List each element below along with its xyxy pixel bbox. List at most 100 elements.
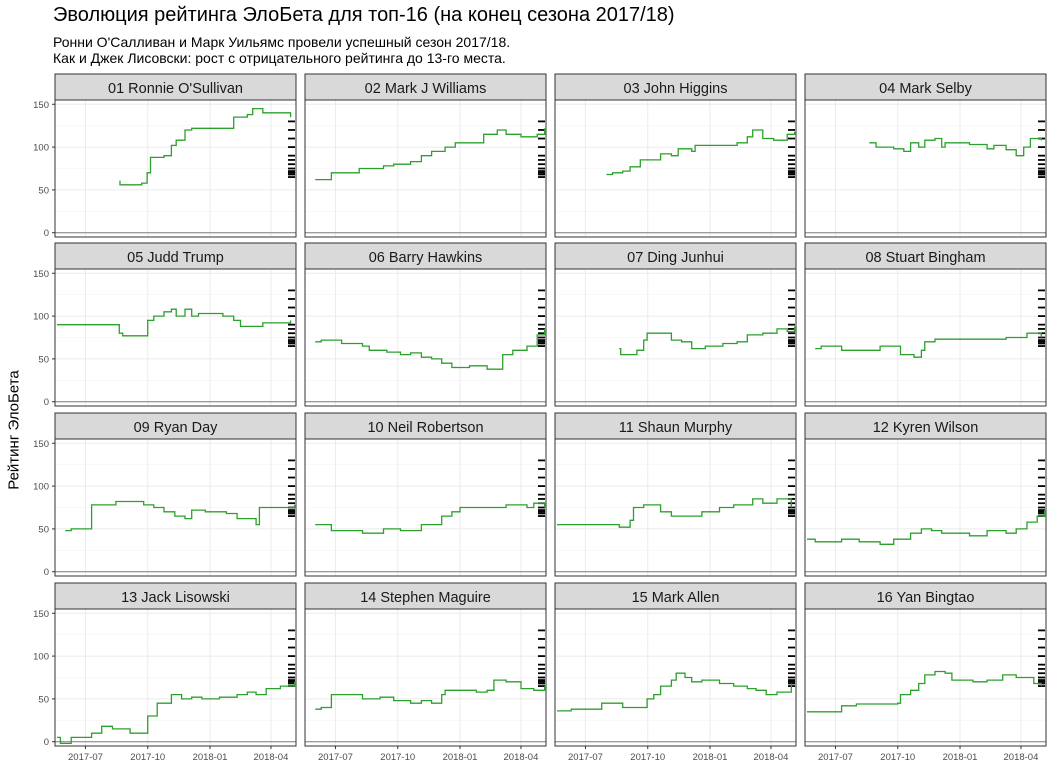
- chart-subtitle: Ронни О'Салливан и Марк Уильямс провели …: [53, 34, 510, 66]
- facet-strip-label: 03 John Higgins: [624, 81, 728, 97]
- facet-panel: 15 Mark Allen 2017-07 2017-10 2018-01 2018-0…: [554, 582, 797, 763]
- x-tick-label: 2018-01: [443, 752, 478, 763]
- y-tick-label: 0: [44, 737, 49, 748]
- panel-border: [54, 99, 297, 238]
- facet-panel: 04 Mark Selby: [804, 73, 1047, 238]
- series-line: [315, 128, 546, 181]
- panel-border: [554, 608, 797, 747]
- panel-border: [554, 99, 797, 238]
- facet-strip: [304, 412, 547, 440]
- facet-panel: 12 Kyren Wilson: [804, 412, 1047, 577]
- facet-panel: 09 Ryan Day 0 50 100 150: [33, 412, 297, 578]
- facet-strip: [804, 242, 1047, 270]
- subtitle-line-1: Ронни О'Салливан и Марк Уильямс провели …: [53, 34, 511, 50]
- panel-border: [804, 438, 1047, 577]
- facet-strip-label: 05 Judd Trump: [127, 250, 224, 266]
- panel-border: [804, 268, 1047, 407]
- facet-panel: 01 Ronnie O'Sullivan 0 50 100 150: [33, 73, 297, 239]
- x-tick-label: 2018-04: [1004, 752, 1039, 763]
- x-tick-label: 2018-01: [193, 752, 228, 763]
- panel-border: [804, 99, 1047, 238]
- series-line: [619, 326, 796, 356]
- series-line: [807, 510, 1046, 545]
- series-line: [57, 681, 296, 745]
- facet-strip-label: 04 Mark Selby: [879, 81, 972, 97]
- y-tick-label: 100: [33, 143, 49, 154]
- y-tick-label: 150: [33, 100, 49, 111]
- facet-strip-label: 14 Stephen Maguire: [360, 590, 491, 606]
- facet-panel: 02 Mark J Williams: [304, 73, 547, 238]
- facet-strip: [54, 412, 297, 440]
- subtitle-line-2: Как и Джек Лисовски: рост с отрицательно…: [53, 50, 506, 66]
- series-line: [606, 129, 796, 176]
- facet-strip: [804, 412, 1047, 440]
- panel-border: [554, 438, 797, 577]
- facet-panel: 13 Jack Lisowski 0 50 100 150 2017-07 2017-10 2…: [33, 582, 297, 763]
- panel-border: [54, 438, 297, 577]
- facet-strip-label: 09 Ryan Day: [134, 420, 219, 436]
- y-tick-label: 50: [38, 524, 49, 535]
- facet-strip-label: 02 Mark J Williams: [365, 81, 487, 97]
- y-tick-label: 0: [44, 567, 49, 578]
- y-tick-label: 150: [33, 269, 49, 280]
- x-tick-label: 2017-10: [630, 752, 665, 763]
- series-line: [557, 498, 792, 528]
- facet-strip-label: 15 Mark Allen: [632, 590, 720, 606]
- facet-strip-label: 07 Ding Junhui: [627, 250, 724, 266]
- panel-border: [304, 99, 547, 238]
- panel-border: [54, 608, 297, 747]
- facet-strip-label: 12 Kyren Wilson: [873, 420, 979, 436]
- y-tick-label: 100: [33, 312, 49, 323]
- facet-panel: 08 Stuart Bingham: [804, 242, 1047, 407]
- series-line: [57, 308, 292, 337]
- y-tick-label: 150: [33, 609, 49, 620]
- panel-border: [304, 268, 547, 407]
- x-tick-label: 2017-10: [380, 752, 415, 763]
- series-line: [807, 670, 1042, 713]
- facet-strip: [804, 73, 1047, 101]
- series-line: [869, 137, 1042, 157]
- y-tick-label: 100: [33, 652, 49, 663]
- facet-panel: 11 Shaun Murphy: [554, 412, 797, 577]
- facet-strip-label: 06 Barry Hawkins: [369, 250, 483, 266]
- y-tick-label: 100: [33, 482, 49, 493]
- facet-strip-label: 08 Stuart Bingham: [865, 250, 985, 266]
- y-tick-label: 150: [33, 439, 49, 450]
- x-tick-label: 2018-04: [754, 752, 789, 763]
- x-tick-label: 2018-04: [504, 752, 539, 763]
- chart-title: Эволюция рейтинга ЭлоБета для топ-16 (на…: [53, 4, 675, 26]
- x-tick-label: 2018-04: [254, 752, 289, 763]
- x-tick-label: 2017-07: [68, 752, 103, 763]
- x-tick-label: 2017-07: [818, 752, 853, 763]
- series-line: [119, 107, 292, 186]
- series-line: [315, 679, 546, 710]
- y-tick-label: 50: [38, 694, 49, 705]
- panel-border: [804, 608, 1047, 747]
- facet-strip: [554, 412, 797, 440]
- x-tick-label: 2017-07: [318, 752, 353, 763]
- facet-panel: 06 Barry Hawkins: [304, 242, 547, 407]
- series-line: [815, 332, 1042, 358]
- facet-strip: [554, 582, 797, 610]
- facet-strip-label: 10 Neil Robertson: [367, 420, 483, 436]
- x-tick-label: 2018-01: [943, 752, 978, 763]
- facet-panel: 10 Neil Robertson: [304, 412, 547, 577]
- facet-strip: [304, 582, 547, 610]
- facet-panel: 16 Yan Bingtao 2017-07 2017-10 2018-01 2018-…: [804, 582, 1047, 763]
- x-tick-label: 2018-01: [693, 752, 728, 763]
- panel-border: [554, 268, 797, 407]
- facet-strip-label: 11 Shaun Murphy: [619, 420, 733, 436]
- facet-strip: [54, 73, 297, 101]
- facet-panel: 05 Judd Trump 0 50 100 150: [33, 242, 297, 408]
- facet-panel: 03 John Higgins: [554, 73, 797, 238]
- panel-border: [304, 438, 547, 577]
- series-line: [65, 500, 296, 532]
- y-tick-label: 50: [38, 185, 49, 196]
- facet-strip: [554, 73, 797, 101]
- facet-strip-label: 01 Ronnie O'Sullivan: [108, 81, 243, 97]
- facet-panel: 14 Stephen Maguire 2017-07 2017-10 2018-01 2…: [304, 582, 547, 763]
- panel-border: [304, 608, 547, 747]
- y-tick-label: 0: [44, 228, 49, 239]
- panel-border: [54, 268, 297, 407]
